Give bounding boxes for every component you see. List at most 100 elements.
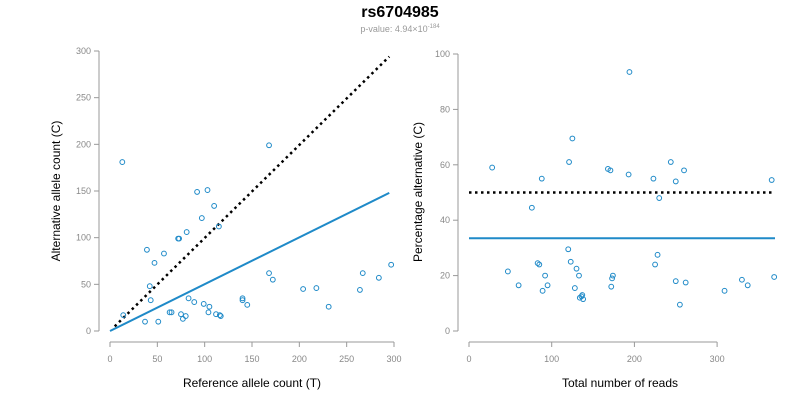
x-tick-label: 200 — [292, 354, 307, 364]
y-tick-label: 150 — [76, 186, 91, 196]
data-point — [375, 274, 382, 281]
data-point — [739, 276, 745, 283]
data-point — [682, 279, 689, 286]
data-point — [544, 282, 551, 289]
data-point — [269, 276, 276, 283]
data-point — [528, 204, 535, 211]
reference-line — [113, 55, 391, 328]
data-point — [244, 301, 251, 308]
data-point — [147, 297, 154, 304]
data-point — [144, 246, 150, 253]
y-tick-label: 200 — [76, 139, 91, 149]
data-point — [721, 287, 728, 294]
data-point — [211, 203, 218, 209]
data-point — [388, 261, 395, 268]
chart-subtitle: p-value: 4.94×10-184 — [0, 24, 800, 34]
y-tick-label: 250 — [76, 93, 91, 103]
data-point — [185, 295, 192, 302]
data-point — [626, 69, 633, 75]
data-point — [161, 250, 167, 257]
data-point — [654, 251, 661, 258]
data-point — [672, 278, 679, 285]
data-point — [216, 312, 223, 319]
data-point — [266, 270, 272, 277]
data-point — [215, 223, 222, 230]
data-point — [744, 282, 751, 289]
data-point — [652, 261, 658, 268]
p-value-text: p-value: 4.94×10 — [360, 24, 428, 34]
y-tick-label: 40 — [440, 215, 450, 225]
data-point — [489, 164, 496, 171]
y-tick-label: 0 — [445, 326, 450, 336]
data-point — [166, 309, 173, 316]
data-point — [681, 167, 687, 174]
data-point — [608, 283, 615, 290]
y-tick-label: 300 — [76, 46, 91, 56]
y-tick-label: 100 — [435, 49, 450, 59]
p-value-exponent: -184 — [427, 24, 440, 30]
y-tick-label: 20 — [440, 271, 450, 281]
data-point — [656, 195, 663, 201]
panel-2: 0 20 40 60 80 100 0 100 200 300 Total number of re… — [411, 49, 778, 390]
y-tick-label: 100 — [76, 233, 91, 243]
x-tick-label: 200 — [627, 354, 642, 364]
data-point — [566, 159, 572, 165]
y-axis-label: Percentage alternative (C) — [411, 122, 425, 262]
data-point — [194, 189, 200, 195]
data-point — [609, 275, 615, 282]
data-point — [183, 229, 190, 235]
data-point — [576, 272, 582, 279]
data-point — [325, 303, 332, 310]
data-point — [191, 299, 198, 305]
data-point — [205, 309, 212, 316]
data-point — [536, 261, 543, 268]
data-point — [239, 297, 246, 304]
data-point — [542, 272, 548, 279]
data-point — [538, 175, 545, 182]
data-point — [357, 287, 363, 293]
y-tick-label: 80 — [440, 104, 450, 114]
data-point — [607, 167, 614, 174]
data-point — [300, 286, 307, 292]
chart-title: rs6704985 — [361, 4, 439, 21]
data-point — [239, 295, 246, 302]
data-point — [146, 283, 153, 290]
x-axis-label: Reference allele count (T) — [183, 376, 321, 390]
data-point — [217, 313, 224, 319]
x-tick-label: 300 — [386, 354, 401, 364]
x-tick-label: 100 — [197, 354, 212, 364]
x-tick-label: 0 — [466, 354, 471, 364]
data-point — [504, 268, 511, 275]
data-point — [569, 135, 576, 142]
data-point — [119, 159, 126, 165]
data-point — [206, 303, 213, 310]
data-point — [539, 287, 546, 294]
y-axis-label: Alternative allele count (C) — [49, 121, 63, 262]
data-point — [534, 260, 541, 267]
x-tick-label: 300 — [710, 354, 725, 364]
y-tick-label: 50 — [81, 279, 91, 289]
data-point — [198, 215, 205, 221]
data-point — [204, 187, 211, 193]
data-point — [672, 178, 679, 185]
data-point — [771, 274, 778, 280]
x-tick-label: 250 — [339, 354, 354, 364]
data-point — [151, 259, 158, 266]
data-point — [155, 318, 162, 325]
x-tick-label: 150 — [244, 354, 259, 364]
data-point — [580, 296, 587, 303]
x-axis-label: Total number of reads — [562, 376, 678, 390]
data-point — [142, 318, 148, 325]
panel-1: 0 50 100 150 200 250 300 0 50 100 150 200 250 300 Refe… — [49, 46, 402, 390]
data-point — [168, 309, 175, 316]
data-point — [567, 258, 574, 265]
fit-line — [109, 191, 390, 332]
x-tick-label: 50 — [152, 354, 162, 364]
data-point — [359, 270, 366, 277]
data-point — [667, 159, 674, 165]
y-tick-label: 60 — [440, 160, 450, 170]
data-point — [176, 235, 183, 242]
x-tick-label: 100 — [544, 354, 559, 364]
data-point — [565, 246, 572, 253]
